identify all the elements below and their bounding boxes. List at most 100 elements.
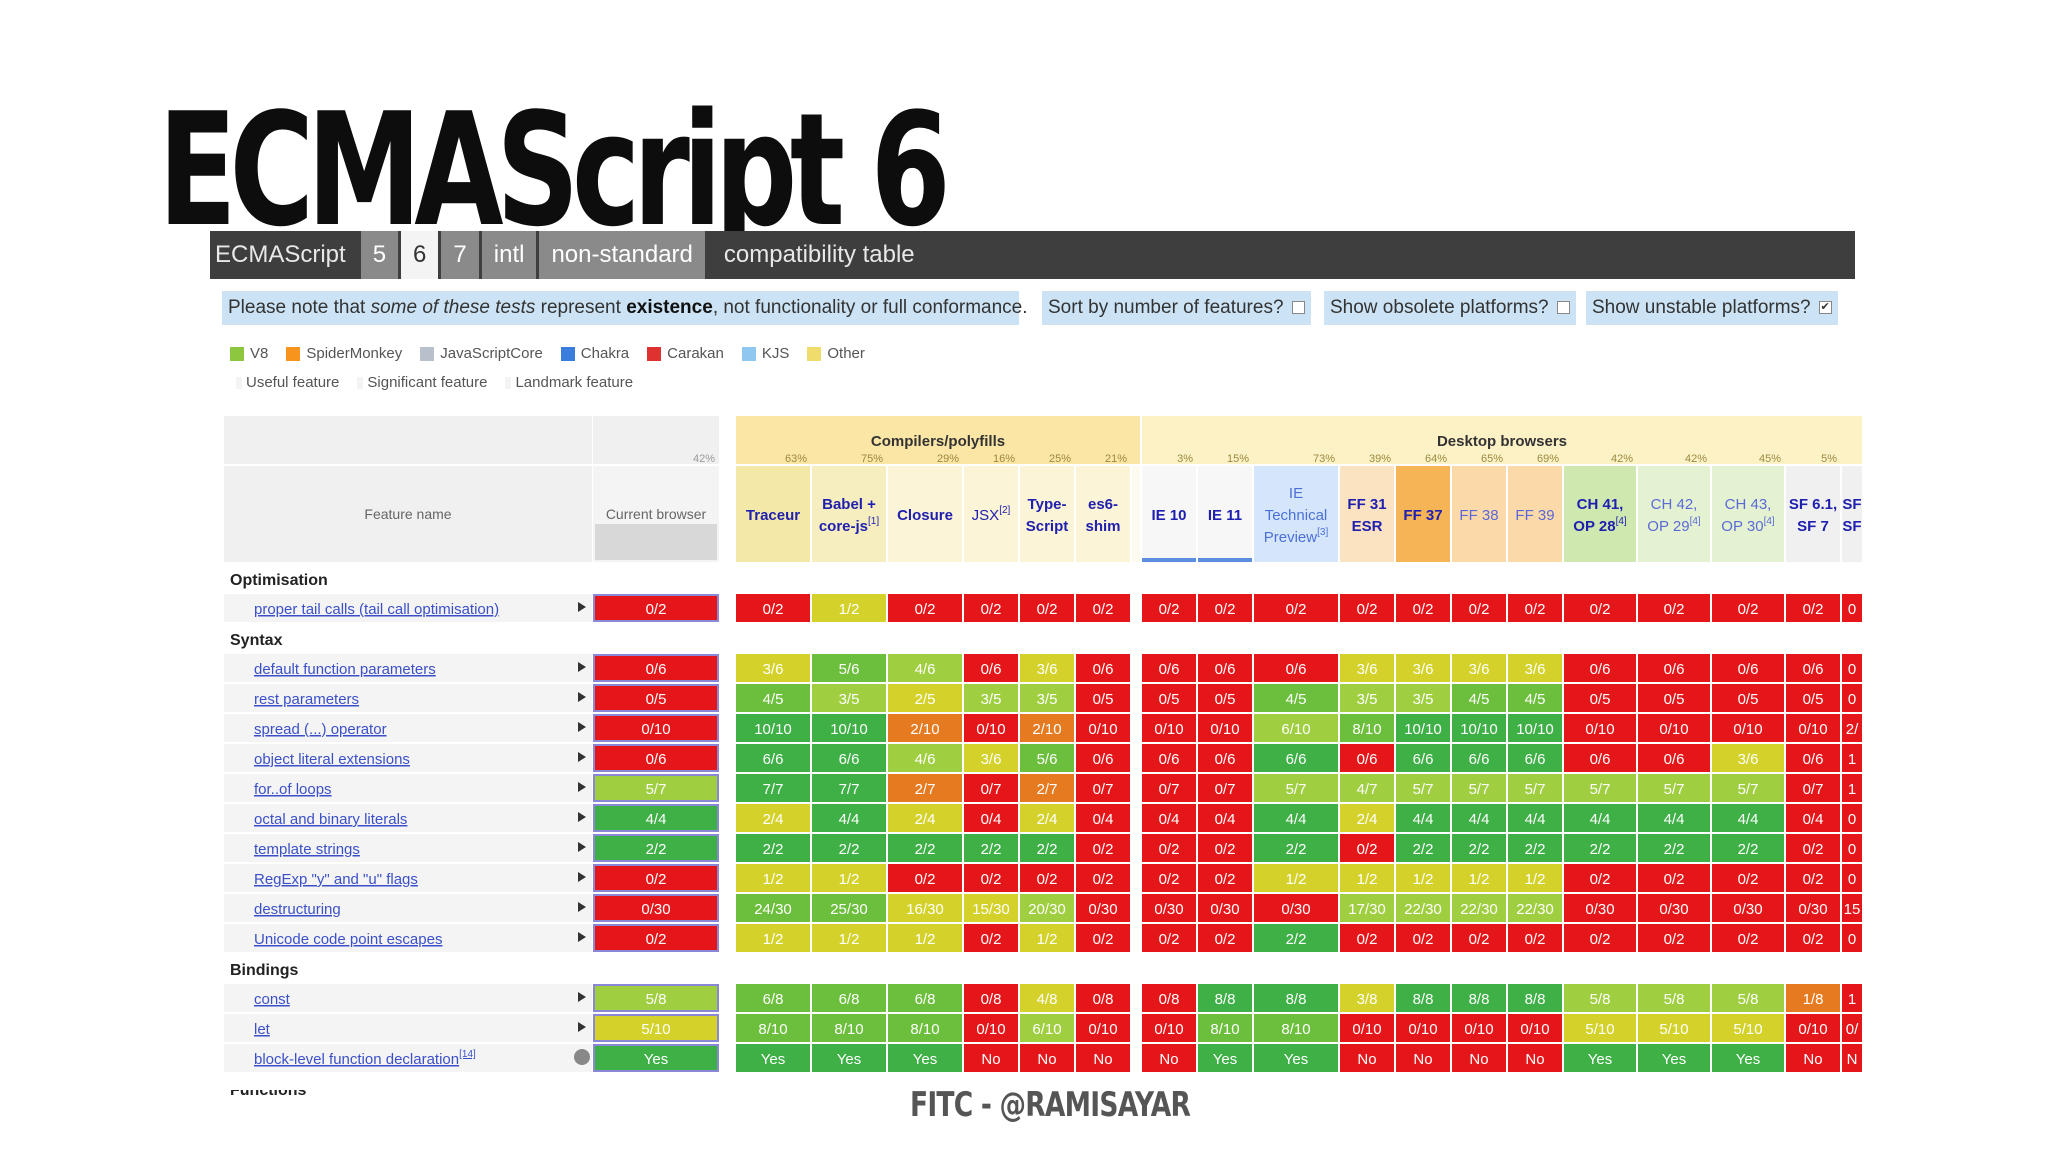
version-tab-7[interactable]: 7 xyxy=(441,231,479,279)
expand-arrow-icon[interactable] xyxy=(578,752,586,762)
feature-link[interactable]: proper tail calls (tail call optimisatio… xyxy=(254,601,499,618)
feature-link-text[interactable]: destructuring xyxy=(254,901,341,918)
column-header-1[interactable]: Babel + core-js[1] xyxy=(819,496,880,535)
expand-arrow-icon[interactable] xyxy=(578,722,586,732)
feature-link-text[interactable]: template strings xyxy=(254,841,360,858)
result-text: 4/6 xyxy=(915,661,936,678)
result-cell xyxy=(1198,804,1252,832)
version-tab-5[interactable]: 5 xyxy=(360,231,399,279)
feature-link[interactable]: Unicode code point escapes xyxy=(254,931,442,948)
feature-cell xyxy=(224,714,592,742)
feature-link[interactable]: octal and binary literals xyxy=(254,811,407,828)
result-text: 0/5 xyxy=(1738,691,1759,708)
obsolete-checkbox[interactable] xyxy=(1556,301,1570,315)
footnote-ref[interactable]: [14] xyxy=(459,1049,476,1060)
feature-link[interactable]: object literal extensions xyxy=(254,751,410,768)
feature-link[interactable]: default function parameters xyxy=(254,661,436,678)
feature-link-text[interactable]: spread (...) operator xyxy=(254,721,387,738)
feature-link[interactable]: RegExp "y" and "u" flags xyxy=(254,871,418,888)
feature-cell xyxy=(224,774,592,802)
feature-link-text[interactable]: proper tail calls (tail call optimisatio… xyxy=(254,601,499,618)
unstable-checkbox[interactable]: ✔ xyxy=(1818,301,1832,315)
feature-link[interactable]: spread (...) operator xyxy=(254,721,387,738)
feature-link[interactable]: let xyxy=(254,1021,271,1038)
result-text: 0/30 xyxy=(1281,901,1310,918)
version-tab-6[interactable]: 6 xyxy=(401,231,439,279)
sort-checkbox[interactable] xyxy=(1291,301,1305,315)
result-cell xyxy=(1198,774,1252,802)
column-header-17[interactable]: SF 6.1, SF 7 xyxy=(1789,496,1837,535)
expand-arrow-icon[interactable] xyxy=(578,932,586,942)
expand-arrow-icon[interactable] xyxy=(578,872,586,882)
column-header-4[interactable]: Type-Script xyxy=(1026,496,1069,535)
feature-link[interactable]: destructuring xyxy=(254,901,341,918)
feature-link[interactable]: rest parameters xyxy=(254,691,359,708)
feature-link[interactable]: const xyxy=(254,991,291,1008)
column-header-12[interactable]: FF 38 xyxy=(1459,507,1498,524)
expand-arrow-icon[interactable] xyxy=(578,662,586,672)
feature-link[interactable]: template strings xyxy=(254,841,360,858)
column-header-2[interactable]: Closure xyxy=(897,507,953,524)
result-cell xyxy=(1452,744,1506,772)
result-cell xyxy=(1564,1014,1636,1042)
unstable-option[interactable]: Show unstable platforms? ✔ xyxy=(1586,291,1838,325)
feature-link-text[interactable]: block-level function declaration xyxy=(254,1051,459,1068)
result-cell xyxy=(1842,714,1862,742)
column-header-7[interactable]: IE 10 xyxy=(1151,507,1186,524)
feature-link-text[interactable]: const xyxy=(254,991,291,1008)
result-text: 0/10 xyxy=(1464,1021,1493,1038)
feature-link-text[interactable]: object literal extensions xyxy=(254,751,410,768)
result-text: 0/2 xyxy=(1413,931,1434,948)
expand-arrow-icon[interactable] xyxy=(578,902,586,912)
expand-arrow-icon[interactable] xyxy=(578,842,586,852)
expand-arrow-icon[interactable] xyxy=(578,602,586,612)
expand-arrow-icon[interactable] xyxy=(578,692,586,702)
column-header-16[interactable]: CH 43, OP 30[4] xyxy=(1721,496,1775,535)
result-text: No xyxy=(1803,1051,1822,1068)
feature-link-text[interactable]: for..of loops xyxy=(254,781,332,798)
version-tab-non-standard[interactable]: non-standard xyxy=(539,231,705,279)
result-cell xyxy=(1508,894,1562,922)
result-text: 0/7 xyxy=(1159,781,1180,798)
result-text: 0/ xyxy=(1846,1021,1859,1038)
column-percent: 39% xyxy=(1369,453,1391,465)
column-header-18[interactable]: SF SF xyxy=(1842,496,1861,535)
result-cell xyxy=(1712,924,1784,952)
legend-engine-spidermonkey: SpiderMonkey xyxy=(286,345,402,362)
column-header-9[interactable]: IE Technical Preview[3] xyxy=(1264,485,1329,546)
column-header-13[interactable]: FF 39 xyxy=(1515,507,1554,524)
feature-link[interactable]: block-level function declaration[14] xyxy=(254,1049,476,1068)
feature-link-text[interactable]: RegExp "y" and "u" flags xyxy=(254,871,418,888)
result-text: 0/2 xyxy=(1037,871,1058,888)
info-icon[interactable] xyxy=(574,1049,590,1065)
result-text: 10/10 xyxy=(1404,721,1442,738)
column-header-14[interactable]: CH 41, OP 28[4] xyxy=(1573,496,1627,535)
column-header-15[interactable]: CH 42, OP 29[4] xyxy=(1647,496,1701,535)
sort-option[interactable]: Sort by number of features? xyxy=(1042,291,1311,325)
feature-link-text[interactable]: default function parameters xyxy=(254,661,436,678)
expand-arrow-icon[interactable] xyxy=(578,1022,586,1032)
result-text: 17/30 xyxy=(1348,901,1386,918)
result-cell xyxy=(1452,984,1506,1012)
feature-link-text[interactable]: let xyxy=(254,1021,271,1038)
result-cell xyxy=(888,1014,962,1042)
obsolete-option[interactable]: Show obsolete platforms? xyxy=(1324,291,1576,325)
column-header-5[interactable]: es6-shim xyxy=(1085,496,1120,535)
result-text: 0/2 xyxy=(981,601,1002,618)
column-header-0[interactable]: Traceur xyxy=(746,507,800,524)
spacer-cell xyxy=(1132,744,1140,772)
site-brand[interactable]: ECMAScript xyxy=(215,241,346,268)
column-header-10[interactable]: FF 31 ESR xyxy=(1347,496,1386,535)
result-text: 1/2 xyxy=(1037,931,1058,948)
expand-arrow-icon[interactable] xyxy=(578,812,586,822)
version-tab-intl[interactable]: intl xyxy=(481,231,537,279)
expand-arrow-icon[interactable] xyxy=(578,782,586,792)
expand-arrow-icon[interactable] xyxy=(578,992,586,1002)
column-header-8[interactable]: IE 11 xyxy=(1208,507,1242,524)
column-header-11[interactable]: FF 37 xyxy=(1403,507,1442,524)
current-result-text: 2/2 xyxy=(646,841,667,858)
feature-link[interactable]: for..of loops xyxy=(254,781,332,798)
feature-link-text[interactable]: octal and binary literals xyxy=(254,811,407,828)
feature-link-text[interactable]: rest parameters xyxy=(254,691,359,708)
feature-link-text[interactable]: Unicode code point escapes xyxy=(254,931,442,948)
